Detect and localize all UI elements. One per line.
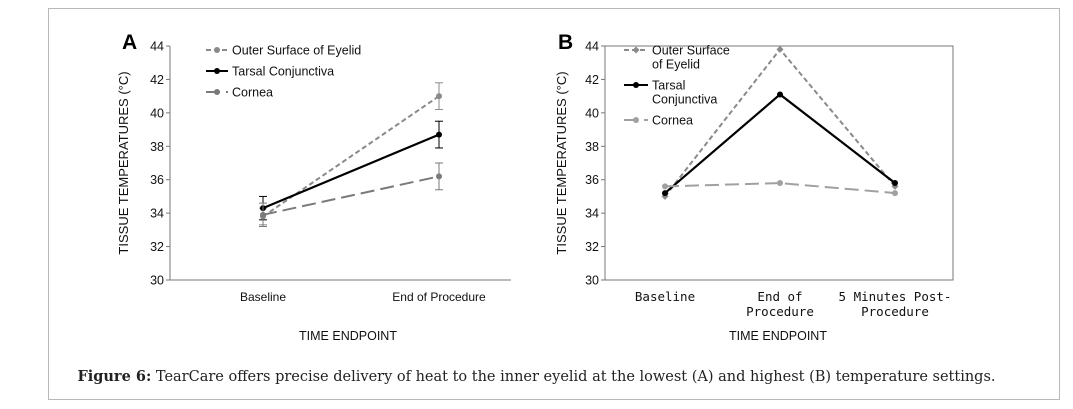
- legend-label: Tarsal Conjunctiva: [652, 79, 717, 107]
- x-tick-label-line: Baseline: [240, 290, 286, 304]
- data-point: [260, 211, 266, 218]
- series-line: [664, 93, 896, 194]
- series-cornea: Cornea: [206, 86, 443, 228]
- legend-label-line: Outer Surface of Eyelid: [232, 44, 361, 58]
- y-tick-label: 32: [585, 240, 599, 254]
- x-tick-label: 5 Minutes Post-Procedure: [839, 289, 952, 319]
- caption-text: TearCare offers precise delivery of heat…: [151, 369, 996, 385]
- legend-label-line: of Eyelid: [652, 58, 700, 72]
- x-tick-label: Baseline: [240, 290, 286, 304]
- data-point: [436, 93, 442, 100]
- legend-label: Tarsal Conjunctiva: [232, 65, 334, 79]
- y-tick-label: 40: [150, 106, 164, 120]
- legend-marker: [632, 46, 640, 54]
- x-tick-label-line: End of: [757, 289, 802, 304]
- legend-label: Outer Surface of Eyelid: [232, 44, 361, 58]
- plot-area-border: [604, 45, 954, 281]
- legend-marker: [633, 117, 639, 123]
- caption-label: Figure 6:: [77, 368, 152, 385]
- y-tick-label: 36: [585, 173, 599, 187]
- data-point: [436, 173, 442, 180]
- data-point: [892, 180, 898, 187]
- y-tick-label: 30: [585, 274, 599, 288]
- y-tick-label: 34: [585, 207, 599, 221]
- y-tick-label: 44: [150, 40, 164, 54]
- y-tick-label: 38: [150, 140, 164, 154]
- y-tick-label: 42: [585, 73, 599, 87]
- series-line: [262, 175, 440, 216]
- panel-label: A: [122, 31, 137, 54]
- data-point: [436, 131, 442, 138]
- series-line: [262, 133, 440, 210]
- legend-label-line: Tarsal: [652, 79, 685, 93]
- data-point: [662, 190, 668, 197]
- legend-label: Cornea: [232, 86, 273, 100]
- x-tick-label-line: Procedure: [746, 304, 814, 319]
- series-cornea: Cornea: [624, 114, 898, 197]
- y-tick-label: 44: [585, 40, 599, 54]
- x-axis-title: TIME ENDPOINT: [729, 329, 827, 343]
- y-tick-label: 38: [585, 140, 599, 154]
- x-axis-title: TIME ENDPOINT: [299, 329, 397, 343]
- y-axis-title: TISSUE TEMPERATURES (°C): [116, 71, 131, 254]
- y-tick-label: 34: [150, 207, 164, 221]
- data-point: [892, 190, 898, 197]
- legend-label-line: Tarsal Conjunctiva: [232, 65, 334, 79]
- x-tick-label-line: End of Procedure: [392, 290, 486, 304]
- series-line: [262, 95, 440, 218]
- x-tick-label-line: Procedure: [861, 304, 929, 319]
- x-tick-label: Baseline: [635, 289, 695, 304]
- y-tick-label: 40: [585, 106, 599, 120]
- legend-label: Cornea: [652, 114, 693, 128]
- legend-marker: [214, 89, 220, 95]
- figure-caption: Figure 6: TearCare offers precise delive…: [0, 368, 1073, 385]
- legend-label-line: Outer Surface: [652, 44, 730, 58]
- x-tick-label-line: Baseline: [635, 289, 695, 304]
- series-tarsal-conjunctiva: Tarsal Conjunctiva: [624, 79, 898, 197]
- series-tarsal-conjunctiva: Tarsal Conjunctiva: [206, 65, 443, 221]
- x-tick-label: End of Procedure: [746, 289, 814, 319]
- data-point: [662, 183, 668, 190]
- data-point: [777, 91, 783, 98]
- y-tick-label: 42: [150, 73, 164, 87]
- x-tick-label-line: 5 Minutes Post-: [839, 289, 952, 304]
- data-point: [777, 180, 783, 187]
- panel-label: B: [558, 31, 573, 54]
- chart-panel-a: 30 32 34 36 38 40 42 44 Baseline End of Procedure…: [116, 31, 511, 343]
- legend-marker: [214, 68, 220, 74]
- x-tick-label: End of Procedure: [392, 290, 486, 304]
- series-outer-surface-of-eyelid: Outer Surface of Eyelid: [624, 44, 899, 200]
- y-tick-label: 36: [150, 173, 164, 187]
- legend-label-line: Conjunctiva: [652, 93, 717, 107]
- legend-marker: [214, 47, 220, 53]
- y-tick-label: 32: [150, 240, 164, 254]
- legend-label-line: Cornea: [232, 86, 273, 100]
- legend-marker: [633, 82, 639, 88]
- series-line: [664, 182, 896, 195]
- legend-label-line: Cornea: [652, 114, 693, 128]
- y-axis-title: TISSUE TEMPERATURES (°C): [554, 71, 569, 254]
- data-point: [776, 45, 784, 53]
- legend-label: Outer Surface of Eyelid: [652, 44, 730, 72]
- y-tick-label: 30: [150, 274, 164, 288]
